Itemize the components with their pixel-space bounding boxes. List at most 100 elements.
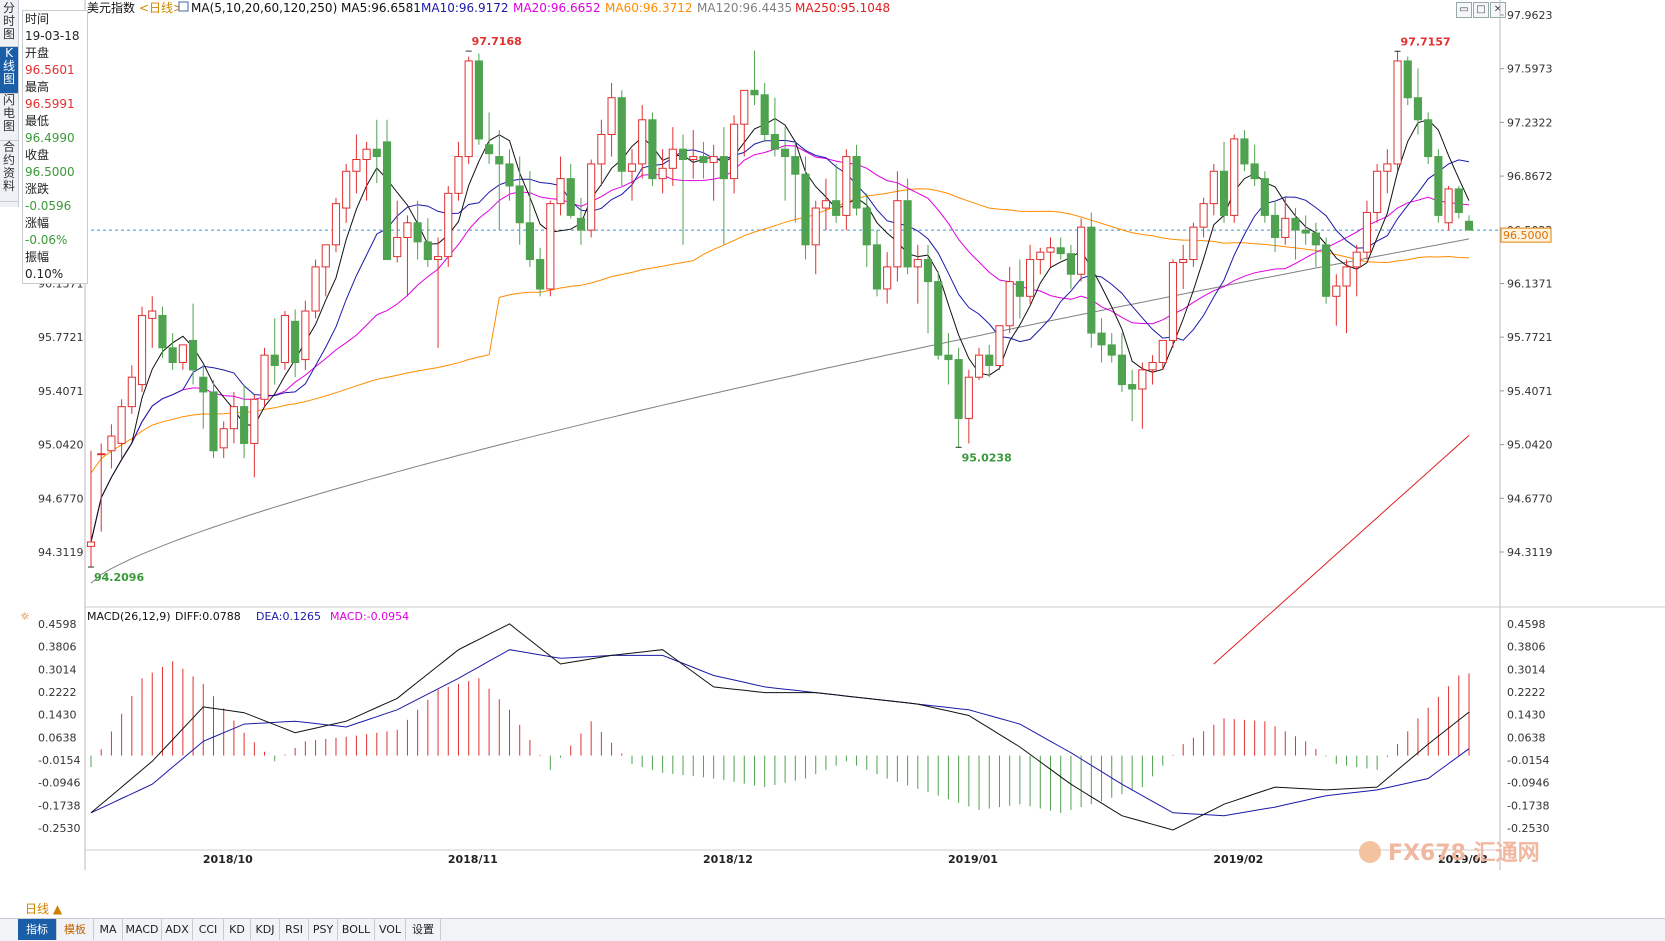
period-button[interactable]: 日线 ▲ <box>25 902 63 916</box>
candle-body <box>566 178 575 216</box>
indicator-tab-6[interactable]: KD <box>224 919 251 940</box>
annotation-label: 94.2096 <box>94 571 144 584</box>
candle-body <box>403 222 412 238</box>
macd-diff-label: DIFF:0.0788 <box>175 610 241 623</box>
side-tab-2[interactable]: 闪电图 <box>0 94 18 141</box>
restore-icon[interactable]: ▭ <box>1456 2 1472 18</box>
price-tick-label: 97.9623 <box>1507 9 1553 22</box>
indicator-tab-11[interactable]: VOL <box>375 919 406 940</box>
macd-dea-label: DEA:0.1265 <box>256 610 321 623</box>
candle-body <box>995 325 1004 366</box>
candle-body <box>811 207 820 246</box>
candle-body <box>1209 170 1218 205</box>
candle-body <box>250 398 259 444</box>
candle-body <box>362 148 371 161</box>
indicator-tab-2[interactable]: MA <box>94 919 123 940</box>
candle-body <box>913 259 922 268</box>
candle-body <box>423 241 432 261</box>
indicator-tab-7[interactable]: KDJ <box>251 919 280 940</box>
left-price-tick-label: 95.4071 <box>38 385 84 398</box>
chart-header: 美元指数 <日线> MA(5,10,20,60,120,250) MA5:96.658… <box>87 0 890 15</box>
macd-hist-label: MACD:-0.0954 <box>330 610 409 623</box>
indicator-tab-1[interactable]: 模板 <box>57 919 94 940</box>
candle-body <box>821 200 831 209</box>
date-value: 19-03-18 <box>25 29 80 43</box>
candle-body <box>168 347 177 364</box>
side-tab-3[interactable]: 合约资料 <box>0 141 18 202</box>
indicator-tab-0[interactable]: 指标 <box>18 919 57 940</box>
candle-body <box>770 133 779 150</box>
macd-settings-icon: ☼ <box>20 610 30 623</box>
candle-body <box>1454 188 1463 213</box>
indicator-tab-3[interactable]: MACD <box>123 919 162 940</box>
candle-body <box>546 203 555 290</box>
price-tick-label: 94.6770 <box>1507 492 1553 505</box>
annotation-label: 97.7157 <box>1401 35 1451 48</box>
watermark-logo-icon <box>1359 841 1381 863</box>
macd-tick-label: 0.0638 <box>1507 731 1546 744</box>
annotation-label: 95.0238 <box>962 451 1012 464</box>
candle-body <box>1352 251 1361 268</box>
ohlc-info-panel: 时间 19-03-18 开盘 96.5601 最高 96.5991 最低 96.… <box>22 10 88 284</box>
candle-body <box>474 60 483 140</box>
close-icon[interactable]: ✕ <box>1490 2 1506 18</box>
dea-line <box>90 649 1470 817</box>
current-price-badge <box>1500 227 1552 243</box>
candle-body <box>321 244 330 268</box>
indicator-tab-10[interactable]: BOLL <box>338 919 375 940</box>
candle-body <box>668 148 677 169</box>
candle-body <box>1342 266 1351 287</box>
candle-body <box>1199 203 1208 228</box>
candle-body <box>464 60 473 158</box>
candle-body <box>1270 214 1280 238</box>
side-tab-0[interactable]: 分时图 <box>0 2 18 47</box>
candle-body <box>433 256 443 261</box>
candle-body <box>678 148 688 161</box>
candle-body <box>791 156 800 175</box>
candle-body <box>1138 369 1147 390</box>
candle-body <box>842 156 851 216</box>
candle-body <box>1077 226 1086 275</box>
ma-value-3: MA60:96.3712 <box>605 1 693 15</box>
candle-body <box>1056 247 1065 255</box>
candle-body <box>699 156 708 163</box>
candle-body <box>505 163 514 187</box>
candle-body <box>86 541 96 547</box>
change-value: -0.0596 <box>25 199 72 213</box>
candle-body <box>1250 163 1259 180</box>
left-macd-tick-label: 0.1430 <box>38 709 77 722</box>
close-label: 收盘 <box>25 148 50 162</box>
left-price-tick-label: 95.0420 <box>38 439 84 452</box>
candle-body <box>1148 362 1157 371</box>
left-macd-tick-label: 0.3806 <box>38 641 77 654</box>
candle-body <box>148 310 157 319</box>
indicator-tab-9[interactable]: PSY <box>309 919 338 940</box>
candle-body <box>209 391 218 452</box>
candle-body <box>1464 220 1474 231</box>
candle-body <box>1046 247 1055 253</box>
price-tick-label: 95.0420 <box>1507 439 1553 452</box>
pct-value: -0.06% <box>25 233 68 247</box>
candle-body <box>1179 259 1188 263</box>
candle-body <box>781 148 790 158</box>
candle-body <box>832 200 841 216</box>
indicator-tab-5[interactable]: CCI <box>193 919 224 940</box>
candle-body <box>974 354 984 378</box>
candle-body <box>587 163 596 231</box>
indicator-tab-12[interactable]: 设置 <box>406 919 441 940</box>
indicator-tab-4[interactable]: ADX <box>162 919 193 940</box>
watermark-text: FX678 汇通网 <box>1388 841 1540 866</box>
annotation-label: 97.7168 <box>472 35 522 48</box>
ma20-line <box>90 144 1470 543</box>
indicator-tab-8[interactable]: RSI <box>280 919 309 940</box>
candle-body <box>1373 170 1382 213</box>
candle-body <box>1291 217 1300 231</box>
candle-body <box>617 97 626 172</box>
candle-body <box>1107 344 1116 356</box>
candle-body <box>1128 384 1137 390</box>
candle-body <box>1097 332 1106 346</box>
macd-tick-label: 0.4598 <box>1507 618 1546 631</box>
maximize-icon[interactable]: □ <box>1473 2 1489 18</box>
